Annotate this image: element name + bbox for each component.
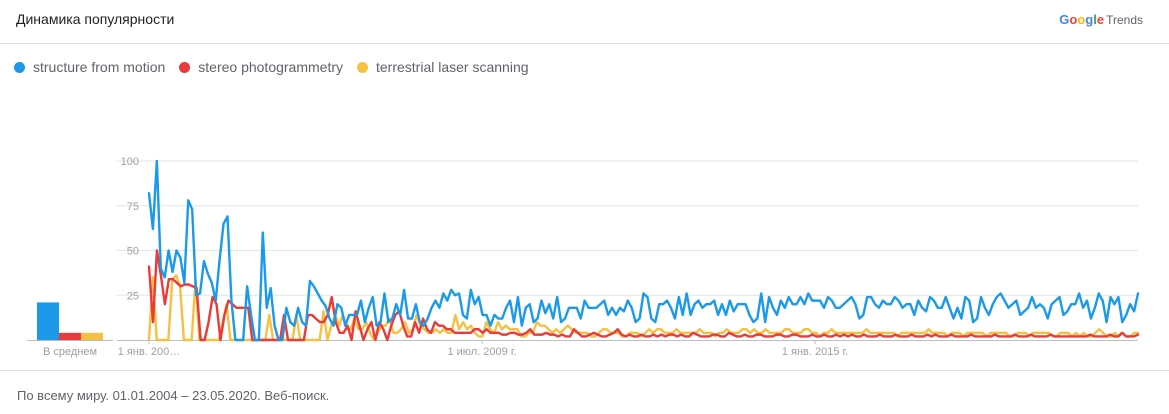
legend-dot-icon bbox=[357, 61, 368, 73]
logo-letter: g bbox=[1085, 12, 1094, 27]
trends-wordmark: Trends bbox=[1106, 13, 1143, 27]
series-lines bbox=[147, 159, 1140, 342]
legend-label: terrestrial laser scanning bbox=[376, 59, 529, 75]
chart-legend: structure from motion stereo photogrammet… bbox=[14, 59, 543, 75]
y-tick-label: 75 bbox=[127, 201, 139, 213]
logo-letter: G bbox=[1059, 12, 1070, 27]
average-bar bbox=[81, 332, 103, 340]
legend-item[interactable]: terrestrial laser scanning bbox=[357, 59, 529, 75]
legend-dot-icon bbox=[14, 61, 25, 73]
card-title: Динамика популярности bbox=[16, 11, 175, 27]
grid-lines bbox=[27, 160, 1138, 341]
logo-letter: e bbox=[1096, 12, 1105, 27]
legend-item[interactable]: stereo photogrammetry bbox=[179, 59, 343, 75]
card-header: Динамика популярности Google Trends bbox=[0, 0, 1169, 44]
google-trends-logo[interactable]: Google Trends bbox=[1059, 12, 1143, 27]
series-line bbox=[147, 159, 1140, 342]
x-tick-label: 1 июл. 2009 г. bbox=[447, 346, 516, 358]
trends-chart: 25 50 75 100 В среднем 1 янв. 200… 1 июл. 20… bbox=[27, 156, 1140, 358]
average-label: В среднем bbox=[43, 346, 97, 358]
average-bar bbox=[37, 302, 59, 340]
footer-caption: По всему миру. 01.01.2004 – 23.05.2020. … bbox=[17, 388, 330, 403]
logo-letter: o bbox=[1077, 12, 1086, 27]
average-bar bbox=[59, 332, 81, 340]
x-tick-labels: 1 янв. 200… 1 июл. 2009 г. 1 янв. 2015 г. bbox=[118, 340, 848, 358]
y-tick-label: 25 bbox=[127, 290, 139, 302]
y-tick-label: 100 bbox=[121, 156, 139, 168]
logo-letter: l bbox=[1093, 12, 1097, 27]
x-tick-label: 1 янв. 200… bbox=[118, 346, 181, 358]
logo-letter: o bbox=[1069, 12, 1078, 27]
average-bars: В среднем bbox=[37, 302, 103, 358]
legend-item[interactable]: structure from motion bbox=[14, 59, 165, 75]
legend-dot-icon bbox=[179, 61, 191, 73]
x-tick-label: 1 янв. 2015 г. bbox=[782, 346, 848, 358]
y-tick-label: 50 bbox=[127, 246, 139, 258]
google-wordmark: Google bbox=[1059, 12, 1104, 27]
series-line bbox=[147, 249, 1140, 342]
legend-label: stereo photogrammetry bbox=[198, 59, 343, 75]
y-tick-labels: 25 50 75 100 bbox=[121, 156, 139, 302]
legend-label: structure from motion bbox=[33, 59, 166, 75]
footer-divider bbox=[0, 370, 1169, 371]
